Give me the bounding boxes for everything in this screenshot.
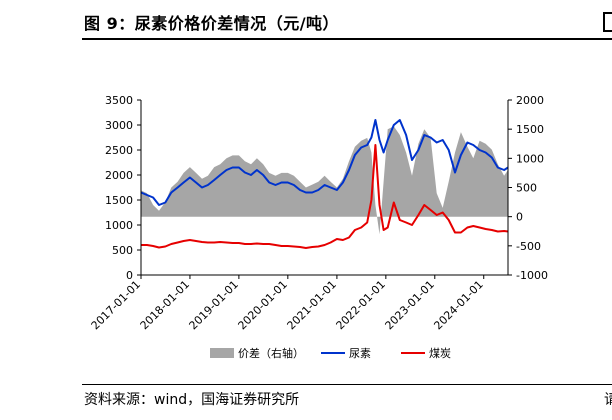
legend-label-spread: 价差（右轴）	[238, 346, 304, 360]
legend: 价差（右轴） 尿素 煤炭	[210, 346, 451, 360]
urea-price-line	[140, 119, 509, 206]
left-y-tick-label: 500	[112, 244, 133, 257]
right-y-tick-label: 500	[516, 182, 537, 195]
right-y-tick-label: 2000	[516, 94, 544, 107]
coal-price-line	[141, 144, 509, 249]
left-y-tick-label: 1500	[105, 194, 133, 207]
left-y-tick-label: 1000	[105, 219, 133, 232]
x-tick-label: 2024-01-01	[431, 278, 485, 332]
next-figure-edge	[603, 12, 612, 32]
x-tick-label: 2019-01-01	[187, 278, 241, 332]
title-rule	[82, 38, 612, 40]
legend-swatch-spread	[210, 348, 234, 358]
legend-label-coal: 煤炭	[429, 347, 451, 360]
spread-area	[141, 126, 508, 235]
x-tick-label: 2020-01-01	[236, 278, 290, 332]
left-y-tick-label: 2500	[105, 144, 133, 157]
spread-area-layer	[141, 126, 508, 235]
right-y-tick-label: 0	[516, 211, 523, 224]
right-y-tick-label: 1500	[516, 123, 544, 136]
x-tick-label: 2018-01-01	[138, 278, 192, 332]
x-tick-label: 2023-01-01	[383, 278, 437, 332]
source-note: 资料来源：wind，国海证券研究所	[84, 392, 300, 408]
urea-line-layer	[140, 119, 509, 206]
x-tick-label: 2022-01-01	[334, 278, 388, 332]
right-y-tick-label: -1000	[516, 269, 548, 282]
bottom-rule	[82, 384, 612, 385]
right-y-tick-label: 1000	[516, 152, 544, 165]
figure-title: 图 9：尿素价格价差情况（元/吨）	[84, 14, 340, 33]
chart: 0 500 1000 1500 2000 2500 3000 3500 -1000 -500 0 50…	[89, 94, 548, 360]
legend-label-urea: 尿素	[349, 347, 371, 360]
next-column-fragment: 请	[604, 392, 612, 408]
x-tick-label: 2021-01-01	[285, 278, 339, 332]
coal-line-layer	[141, 144, 509, 249]
left-y-tick-label: 2000	[105, 169, 133, 182]
left-y-tick-label: 3000	[105, 119, 133, 132]
x-tick-label: 2017-01-01	[89, 278, 143, 332]
right-y-tick-label: -500	[516, 240, 541, 253]
left-y-tick-label: 0	[126, 269, 133, 282]
left-y-tick-label: 3500	[105, 94, 133, 107]
